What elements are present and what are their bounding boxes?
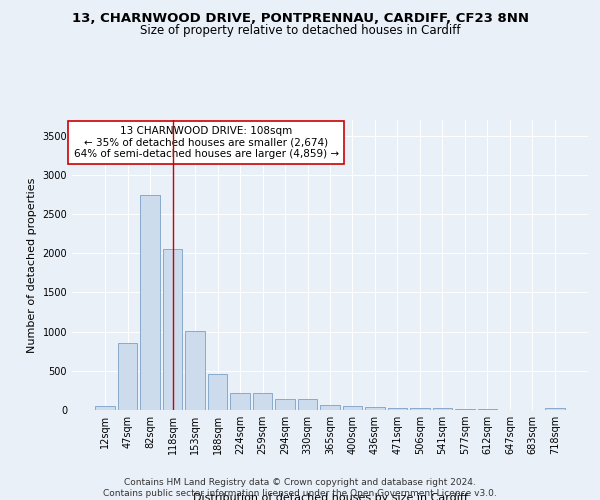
- Text: Size of property relative to detached houses in Cardiff: Size of property relative to detached ho…: [140, 24, 460, 37]
- X-axis label: Distribution of detached houses by size in Cardiff: Distribution of detached houses by size …: [193, 493, 467, 500]
- Text: Contains HM Land Registry data © Crown copyright and database right 2024.
Contai: Contains HM Land Registry data © Crown c…: [103, 478, 497, 498]
- Bar: [140, 195, 160, 410]
- Bar: [118, 343, 137, 410]
- Bar: [343, 406, 362, 410]
- Bar: [95, 406, 115, 410]
- Bar: [163, 248, 182, 410]
- Bar: [208, 374, 227, 410]
- Bar: [455, 409, 475, 410]
- Bar: [365, 407, 385, 410]
- Bar: [230, 393, 250, 410]
- Bar: [478, 409, 497, 410]
- Bar: [298, 398, 317, 410]
- Bar: [433, 408, 452, 410]
- Bar: [410, 408, 430, 410]
- Bar: [185, 331, 205, 410]
- Text: 13 CHARNWOOD DRIVE: 108sqm
← 35% of detached houses are smaller (2,674)
64% of s: 13 CHARNWOOD DRIVE: 108sqm ← 35% of deta…: [74, 126, 339, 159]
- Y-axis label: Number of detached properties: Number of detached properties: [27, 178, 37, 352]
- Bar: [388, 408, 407, 410]
- Bar: [275, 398, 295, 410]
- Text: 13, CHARNWOOD DRIVE, PONTPRENNAU, CARDIFF, CF23 8NN: 13, CHARNWOOD DRIVE, PONTPRENNAU, CARDIF…: [71, 12, 529, 26]
- Bar: [320, 406, 340, 410]
- Bar: [253, 393, 272, 410]
- Bar: [545, 408, 565, 410]
